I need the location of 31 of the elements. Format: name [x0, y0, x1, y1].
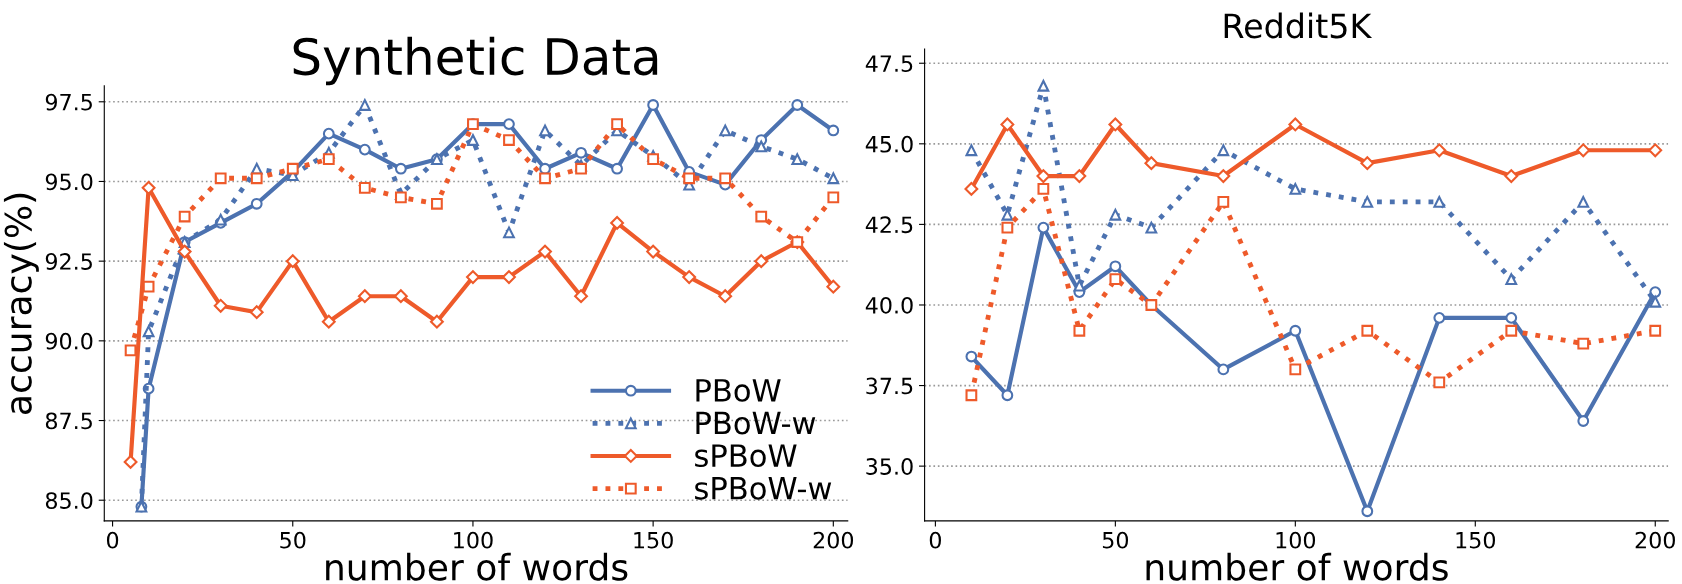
x-tick-label: 50	[1102, 531, 1129, 549]
legend-label: PBoW-w	[696, 411, 816, 435]
legend-label: PBoW	[696, 379, 781, 402]
x-tick-label: 100	[1276, 531, 1316, 549]
y-axis-title: accuracy(%)	[3, 193, 39, 414]
x-tick-label: 150	[1456, 531, 1496, 549]
chart-title: Reddit5K	[1224, 12, 1373, 39]
x-axis-title: number of words	[1146, 552, 1448, 581]
y-tick-label: 37.5	[866, 377, 913, 395]
x-tick-label: 0	[929, 531, 941, 549]
y-tick-label: 97.5	[45, 93, 92, 111]
chart-title: Synthetic Data	[293, 36, 658, 86]
y-tick-label: 47.5	[865, 55, 913, 72]
y-tick-label: 87.5	[45, 412, 92, 430]
x-tick-label: 150	[634, 531, 673, 549]
x-tick-label: 200	[1635, 531, 1675, 549]
y-tick-label: 90.0	[45, 332, 93, 350]
x-tick-label: 0	[106, 531, 119, 549]
x-axis-title: number of words	[326, 552, 628, 581]
y-tick-label: 45.0	[865, 135, 913, 153]
y-tick-label: 85.0	[45, 492, 93, 509]
x-tick-label: 200	[813, 531, 854, 549]
y-tick-label: 40.0	[865, 296, 913, 314]
y-tick-label: 95.0	[45, 173, 93, 191]
y-tick-label: 92.5	[45, 253, 92, 270]
y-tick-label: 35.0	[866, 458, 913, 475]
y-tick-label: 42.5	[865, 216, 913, 234]
legend-label: sPBoW	[695, 444, 797, 468]
legend-label: sPBoW-w	[695, 477, 832, 500]
x-tick-label: 100	[454, 531, 493, 549]
x-tick-label: 50	[280, 531, 306, 549]
